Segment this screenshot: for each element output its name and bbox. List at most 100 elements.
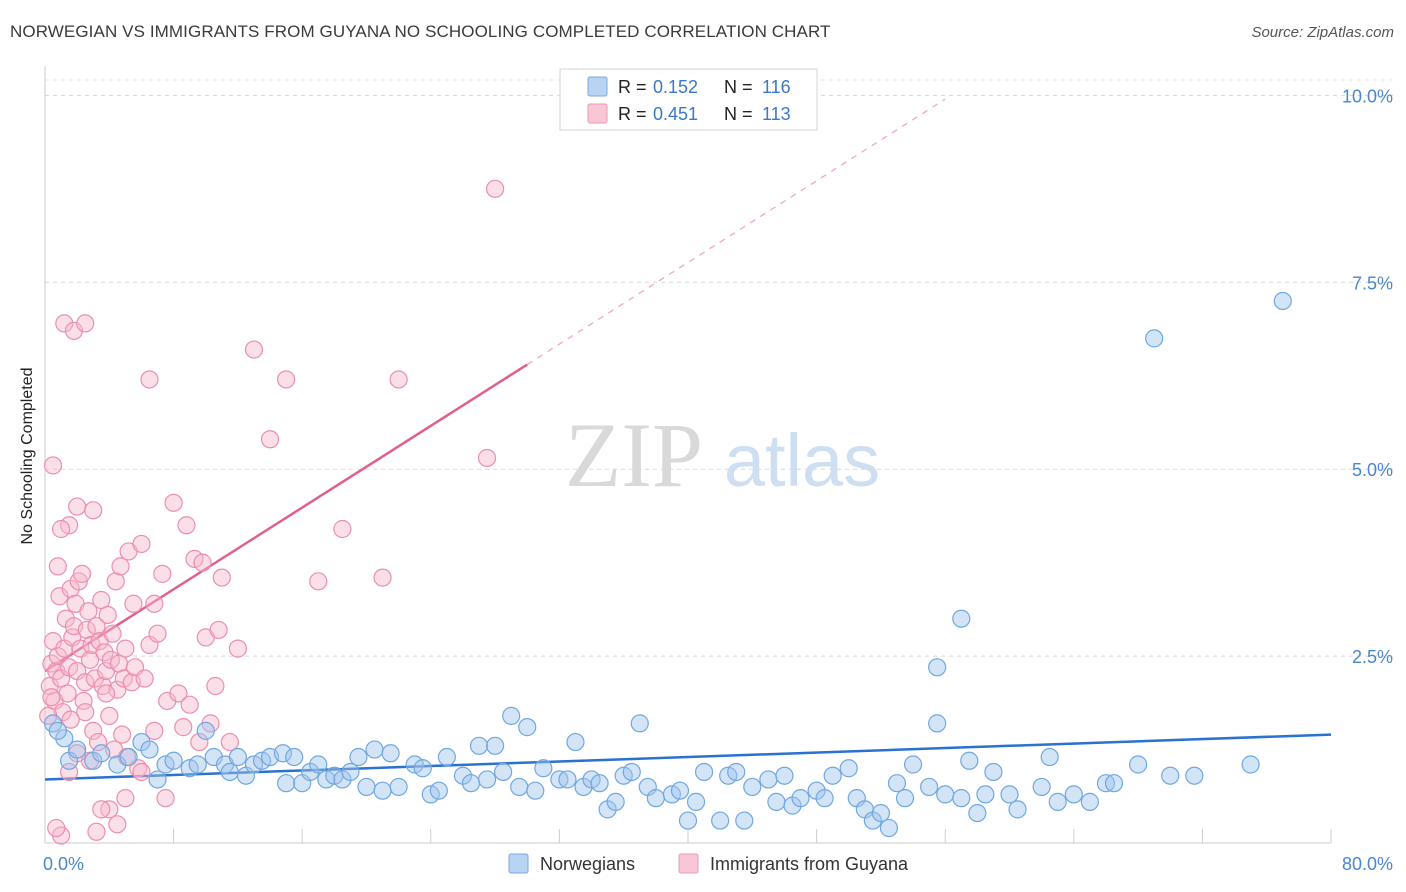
watermark: ZIP atlas [565, 404, 880, 506]
guyana-point-30 [88, 732, 108, 752]
guyana-point-27 [84, 721, 103, 740]
guyana-point-79 [486, 179, 505, 198]
norwegian-point-115 [1185, 766, 1204, 785]
norwegian-point-105 [1008, 800, 1027, 819]
guyana-point-58 [153, 564, 172, 583]
norwegian-point-97 [928, 714, 947, 733]
guyana-point-86 [68, 497, 87, 516]
trend-line-norwegians [44, 733, 1332, 781]
guyana-point-96 [92, 800, 111, 819]
legend-label-norwegians: Norwegians [540, 854, 635, 874]
guyana-point-106 [145, 594, 164, 613]
guyana-point-63 [180, 695, 199, 714]
trend-line-guyana [44, 363, 528, 673]
guyana-point-71 [228, 639, 247, 658]
trend-line-guyana-extension [526, 98, 946, 366]
norwegian-point-102 [976, 785, 995, 804]
guyana-point-77 [373, 568, 392, 587]
norwegian-point-46 [461, 774, 481, 793]
stats-legend-n-label-2: N = [724, 104, 753, 124]
guyana-point-65 [190, 732, 209, 752]
norwegian-point-15 [196, 721, 215, 740]
norwegian-point-49 [486, 736, 505, 755]
norwegian-point-37 [373, 781, 392, 800]
guyana-point-76 [333, 519, 352, 539]
norwegian-point-51 [502, 706, 521, 726]
norwegian-point-118 [1241, 755, 1260, 774]
guyana-point-29 [87, 617, 106, 636]
norwegian-point-99 [952, 789, 971, 808]
guyana-point-47 [116, 639, 135, 658]
y-tick-label-0: 2.5% [1352, 647, 1393, 667]
stats-legend-swatch-guyana [587, 103, 608, 124]
guyana-point-75 [309, 572, 328, 591]
guyana-point-45 [113, 725, 132, 744]
watermark-zip: ZIP [565, 404, 703, 506]
guyana-point-20 [72, 564, 92, 583]
guyana-point-89 [51, 519, 71, 539]
norwegian-point-112 [1104, 774, 1124, 793]
guyana-point-74 [277, 370, 296, 389]
guyana-point-97 [132, 762, 151, 782]
norwegian-point-120 [1145, 329, 1164, 348]
norwegian-point-1 [55, 729, 74, 748]
norwegian-point-48 [477, 770, 497, 789]
guyana-point-109 [209, 620, 228, 640]
norwegian-point-58 [566, 732, 585, 752]
axes [44, 66, 1332, 844]
norwegian-point-10 [148, 770, 167, 789]
guyana-point-108 [193, 553, 212, 572]
stats-legend-r-label-2: R = [618, 104, 647, 124]
guyana-point-88 [84, 501, 103, 520]
norwegian-point-81 [775, 766, 794, 785]
guyana-point-95 [108, 815, 127, 834]
guyana-point-56 [145, 721, 164, 740]
norwegian-point-41 [413, 759, 432, 778]
norwegian-point-39 [389, 777, 408, 797]
legend-swatch-guyana [678, 853, 699, 874]
norwegian-point-18 [220, 762, 239, 782]
norwegian-point-3 [68, 740, 87, 759]
norwegian-point-79 [759, 770, 778, 789]
norwegian-point-36 [365, 740, 384, 759]
norwegian-point-113 [1128, 755, 1148, 774]
trend-lines [44, 98, 1332, 781]
guyana-point-112 [61, 710, 80, 729]
norwegian-point-55 [534, 759, 553, 778]
data-points [39, 179, 1292, 845]
x-tick-label-max: 80.0% [1342, 854, 1393, 874]
norwegian-point-70 [670, 781, 690, 800]
stats-legend-r-value-1: 0.152 [653, 77, 698, 97]
tick-labels: 2.5% 5.0% 7.5% 10.0% 0.0% 80.0% [43, 86, 1393, 874]
x-tick-label-min: 0.0% [43, 854, 84, 874]
norwegian-point-43 [429, 781, 448, 800]
guyana-point-105 [124, 594, 143, 613]
norwegian-point-66 [630, 714, 649, 733]
guyana-point-24 [79, 602, 98, 621]
norwegian-point-19 [228, 747, 247, 767]
guyana-point-62 [174, 718, 193, 737]
guyana-point-32 [92, 590, 111, 610]
norwegian-point-33 [341, 762, 360, 782]
guyana-point-22 [76, 673, 95, 692]
source-label: Source: ZipAtlas.com [1251, 24, 1394, 41]
norwegian-point-94 [895, 789, 915, 808]
norwegian-point-78 [743, 777, 762, 797]
guyana-point-81 [43, 456, 63, 475]
norwegian-point-73 [694, 762, 714, 782]
norwegian-point-98 [936, 785, 955, 804]
norwegian-point-68 [646, 789, 665, 808]
watermark-atlas: atlas [724, 419, 880, 502]
y-tick-label-3: 10.0% [1342, 86, 1393, 106]
guyana-point-11 [58, 684, 77, 703]
norwegian-point-110 [1080, 792, 1099, 811]
norwegian-point-103 [984, 762, 1003, 782]
stats-legend-n-value-1: 116 [762, 77, 791, 97]
norwegian-point-29 [309, 755, 328, 774]
guyana-point-103 [76, 703, 95, 722]
guyana-point-72 [244, 340, 264, 359]
stats-legend-r-label-1: R = [618, 77, 647, 97]
guyana-point-21 [74, 691, 93, 711]
norwegian-point-61 [590, 774, 609, 793]
